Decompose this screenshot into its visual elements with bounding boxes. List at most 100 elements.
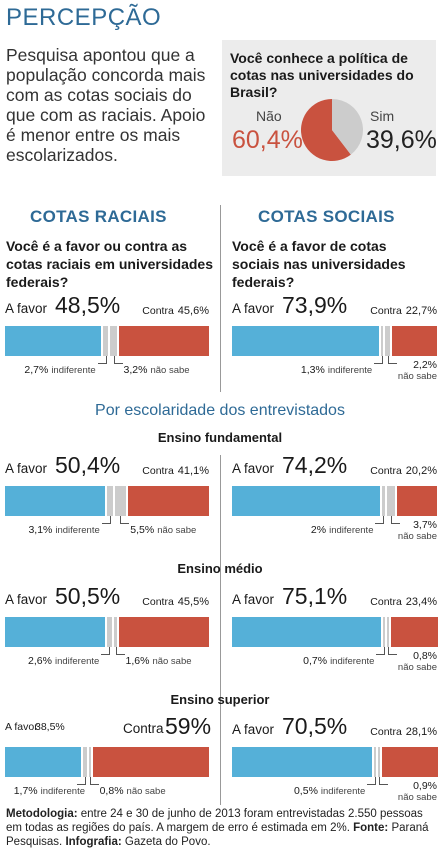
r2-indif-label: indiferente: [54, 656, 100, 667]
r2-indif-leader: [101, 647, 111, 655]
s2-segment-contra: [391, 617, 438, 647]
s1-contra-value: 20,2%: [405, 465, 437, 477]
r3-a-favor-label: A favor: [5, 721, 38, 733]
r2-indif-value: 2,6%: [28, 655, 52, 667]
r3-naosabe-wrap: 0,8% não sabe: [100, 781, 166, 799]
nao-label: Não: [256, 108, 282, 124]
s1-indif-leader: [375, 516, 385, 524]
social-question: Você é a favor de cotas sociais nas univ…: [232, 238, 406, 290]
s1-indif-label: indiferente: [329, 525, 374, 536]
s2-naosabe-leader: [388, 647, 398, 655]
page-title: PERCEPÇÃO: [6, 4, 162, 31]
r0-indif-value: 2,7%: [24, 364, 49, 376]
s1-contra-wrap: Contra 20,2%: [357, 465, 437, 477]
r3-indif-value: 1,7%: [13, 785, 38, 797]
s2-naosabe-wrap: 0,8% não sabe: [393, 651, 437, 674]
r0-contra-label: Contra: [142, 305, 174, 317]
s3-favor-value: 70,5%: [282, 713, 348, 739]
s2-indif-leader: [376, 647, 386, 655]
r3-indif-leader: [76, 777, 86, 785]
r3-segment-nao-sabe: [88, 747, 91, 777]
fonte-text: Paraná Pesquisas.: [6, 822, 429, 848]
methodology: Metodologia: entre 24 e 30 de junho de 2…: [6, 807, 436, 849]
s3-contra-label: Contra: [370, 726, 402, 738]
s2-indif-label: indiferente: [330, 656, 375, 667]
r2-segment-favor: [5, 617, 105, 647]
s0-indif-wrap: 1,3% indiferente: [292, 360, 372, 378]
r2-contra-label: Contra: [142, 596, 174, 608]
r1-naosabe-value: 5,5%: [130, 524, 155, 536]
education-heading: Por escolaridade dos entrevistados: [95, 402, 345, 419]
nao-value: 60,4%: [232, 126, 303, 154]
r1-naosabe-leader: [120, 516, 130, 524]
s1-segment-contra: [396, 486, 437, 516]
s1-indif-value: 2%: [310, 524, 327, 536]
r0-segment-indiferente: [103, 326, 109, 356]
s2-contra-label: Contra: [370, 596, 402, 608]
s3-segment-contra: [382, 747, 439, 777]
r1-segment-nao-sabe: [114, 486, 126, 516]
s0-contra-label: Contra: [370, 305, 402, 317]
r1-contra-label: Contra: [142, 465, 174, 477]
r1-segment-contra: [127, 486, 209, 516]
s1-naosabe-label: não sabe: [397, 531, 437, 542]
r3-naosabe-leader: [89, 777, 99, 785]
r3-segment-favor: [5, 747, 82, 777]
r2-a-favor-label: A favor: [5, 592, 48, 607]
s0-naosabe-value: 2,2%: [413, 359, 437, 371]
s1-a-favor-label: A favor: [232, 461, 275, 476]
knowledge-pie: [301, 99, 363, 161]
r0-naosabe-leader: [113, 356, 123, 364]
s1-naosabe-wrap: 3,7% não sabe: [393, 519, 437, 543]
r1-a-favor-label: A favor: [5, 461, 48, 476]
intro-text: Pesquisa apontou que a população concord…: [6, 45, 206, 165]
r1-indif-value: 3,1%: [28, 524, 53, 536]
r3-segment-indiferente: [83, 747, 87, 777]
s2-contra-wrap: Contra 23,4%: [357, 596, 437, 608]
r1-contra-wrap: Contra 41,1%: [129, 465, 209, 477]
knowledge-box: Você conhece a política de cotas nas uni…: [222, 40, 437, 176]
pie-slice-nao: [301, 99, 351, 161]
r2-segment-contra: [119, 617, 209, 647]
s3-indif-wrap: 0,5% indiferente: [285, 781, 365, 799]
r0-indif-wrap: 2,7% indiferente: [16, 360, 95, 378]
r3-naosabe-label: não sabe: [126, 786, 166, 797]
r0-naosabe-label: não sabe: [150, 365, 190, 376]
s3-naosabe-wrap: 0,9% não sabe: [393, 781, 437, 804]
s0-indif-label: indiferente: [327, 365, 373, 376]
s3-segment-indiferente: [374, 747, 377, 777]
s0-naosabe-leader: [387, 356, 397, 364]
r2-naosabe-wrap: 1,6% não sabe: [126, 651, 192, 669]
s0-segment-nao-sabe: [385, 326, 390, 356]
r1-segment-indiferente: [106, 486, 113, 516]
s3-segment-favor: [232, 747, 373, 777]
s0-naosabe-wrap: 2,2% não sabe: [393, 359, 437, 383]
sim-label: Sim: [370, 108, 395, 124]
s1-naosabe-leader: [391, 516, 401, 524]
s0-a-favor-label: A favor: [232, 301, 275, 316]
r2-favor-value: 50,5%: [55, 583, 121, 609]
r0-segment-contra: [118, 326, 209, 356]
r2-contra-wrap: Contra 45,5%: [129, 596, 209, 608]
r2-contra-value: 45,5%: [177, 596, 209, 608]
s0-segment-indiferente: [380, 326, 384, 356]
r1-segment-favor: [5, 486, 105, 516]
s0-naosabe-label: não sabe: [397, 371, 437, 382]
s3-indif-label: indiferente: [320, 786, 366, 797]
knowledge-question: Você conhece a política de cotas nas uni…: [230, 50, 414, 100]
s3-naosabe-leader: [379, 777, 389, 785]
s1-favor-value: 74,2%: [282, 452, 348, 478]
level-medio: Ensino médio: [177, 561, 263, 576]
r0-a-favor-label: A favor: [5, 301, 48, 316]
r3-naosabe-value: 0,8%: [99, 785, 124, 797]
r1-indif-wrap: 3,1% indiferente: [20, 520, 99, 538]
r1-indif-leader: [101, 516, 111, 524]
methodology-label: Metodologia:: [6, 808, 78, 820]
s1-bar: [232, 486, 437, 516]
r0-segment-nao-sabe: [110, 326, 117, 356]
social-heading: COTAS SOCIAIS: [258, 207, 395, 226]
r2-naosabe-label: não sabe: [152, 656, 192, 667]
s1-naosabe-value: 3,7%: [413, 519, 437, 531]
s0-contra-value: 22,7%: [405, 305, 437, 317]
s2-segment-nao-sabe: [387, 617, 390, 647]
